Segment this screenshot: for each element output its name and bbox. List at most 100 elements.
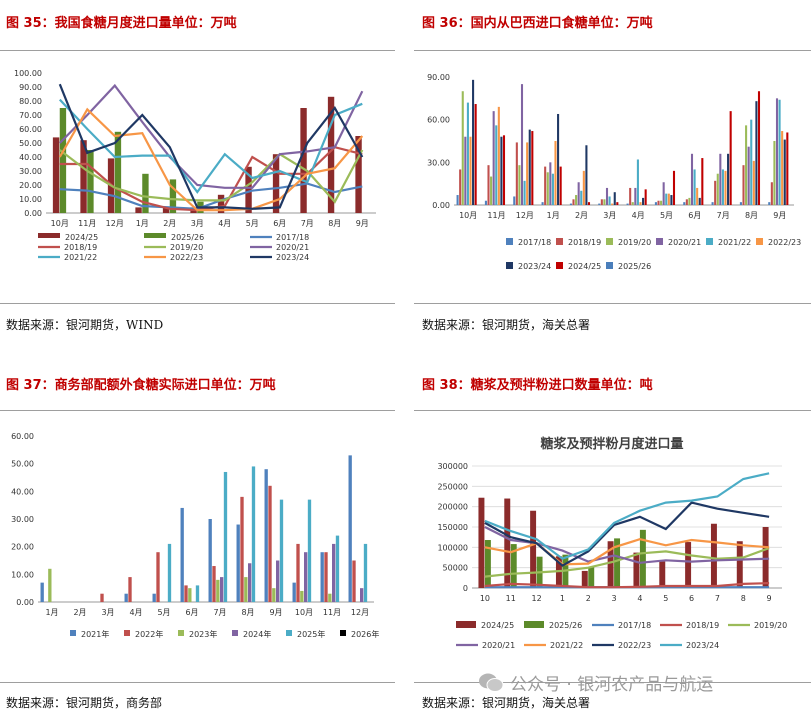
c36-bar-2018/19 — [600, 199, 603, 205]
c37-xtick-label: 2月 — [73, 608, 86, 617]
c37-xtick-label: 8月 — [241, 608, 254, 617]
c36-bar-2023/24 — [642, 197, 645, 205]
c36-bar-2022/23 — [582, 170, 585, 205]
c38-legend-label: 2021/22 — [550, 641, 583, 650]
c36-bar-2018/19 — [487, 165, 490, 205]
c36-bar-2021/22 — [580, 190, 583, 205]
c36-bar-2022/23 — [696, 187, 699, 205]
c35-bar-2024/25 — [217, 194, 225, 213]
c35-bar-2024/25 — [80, 140, 87, 213]
c36-bar-2024/25 — [672, 170, 676, 205]
chart-38-source-divider — [414, 682, 811, 683]
c38-bar-2025/26 — [484, 540, 491, 588]
chart-35-source: 数据来源：银河期货，WIND — [6, 318, 164, 332]
c36-bar-2023/24 — [528, 129, 531, 205]
c35-xtick-label: 7月 — [301, 219, 314, 228]
c38-bar-2025/26 — [614, 538, 621, 588]
c36-bar-2020/21 — [690, 153, 694, 205]
c36-xtick-label: 9月 — [773, 211, 786, 220]
c38-xtick-label: 6 — [689, 594, 694, 603]
c36-bar-2018/19 — [685, 199, 688, 205]
c37-bar-2022年 — [352, 560, 356, 602]
c35-bar-2024/25 — [135, 207, 142, 213]
c36-bar-2024/25 — [644, 189, 647, 205]
c37-xtick-label: 12月 — [351, 608, 369, 617]
c37-legend-swatch — [70, 630, 76, 636]
c37-bar-2023年 — [328, 593, 332, 602]
c36-legend-swatch — [606, 262, 613, 269]
c36-bar-2022/23 — [781, 131, 784, 205]
c37-bar-2023年 — [216, 579, 220, 602]
c38-xtick-label: 9 — [767, 594, 772, 603]
c36-legend-swatch — [656, 238, 663, 245]
c38-xtick-label: 8 — [741, 594, 746, 603]
c36-bar-2022/23 — [526, 142, 529, 205]
c36-bar-2022/23 — [639, 202, 642, 205]
c36-bar-2017/18 — [541, 202, 544, 205]
c37-ytick-label: 0.00 — [16, 598, 34, 607]
chart-36-title: 图 36：国内从巴西进口食糖单位：万吨 — [422, 16, 653, 31]
c36-bar-2023/24 — [613, 192, 616, 205]
c36-bar-2019/20 — [773, 141, 776, 205]
c35-bar-2024/25 — [245, 166, 252, 213]
c38-legend-label: 2024/25 — [481, 621, 514, 630]
c36-bar-2019/20 — [575, 195, 578, 205]
c37-bar-2023年 — [244, 577, 248, 602]
c37-legend-label: 2022年 — [135, 629, 163, 639]
c38-xtick-label: 10 — [480, 594, 490, 603]
c36-legend-swatch — [506, 238, 513, 245]
c36-bar-2022/23 — [497, 106, 500, 205]
c36-bar-2023/24 — [585, 145, 588, 205]
c35-legend-label: 2023/24 — [276, 253, 309, 262]
c36-bar-2023/24 — [755, 101, 758, 205]
c36-bar-2018/19 — [742, 165, 745, 205]
c35-bar-2024/25 — [162, 207, 170, 213]
c36-bar-2020/21 — [634, 187, 637, 205]
c36-bar-2023/24 — [500, 136, 503, 205]
c36-bar-2019/20 — [518, 165, 521, 205]
c36-legend-label: 2021/22 — [718, 238, 751, 247]
c36-bar-2021/22 — [778, 99, 781, 205]
c37-xtick-label: 11月 — [323, 608, 341, 617]
c36-xtick-label: 4月 — [632, 211, 645, 220]
c37-bar-2021年 — [124, 593, 128, 602]
c37-bar-2021年 — [152, 593, 156, 602]
c38-ytick-label: 200000 — [437, 503, 468, 512]
c37-bar-2022年 — [296, 543, 300, 602]
c36-bar-2017/18 — [711, 202, 714, 205]
c38-bar-2024/25 — [478, 497, 485, 588]
c35-legend-label: 2020/21 — [276, 243, 309, 252]
c38-bar-2024/25 — [762, 527, 769, 588]
c38-bar-2025/26 — [510, 544, 517, 588]
c37-legend-swatch — [232, 630, 238, 636]
c37-ytick-label: 30.00 — [11, 515, 34, 524]
c37-legend-label: 2023年 — [189, 629, 217, 639]
c38-ytick-label: 50000 — [443, 564, 468, 573]
c36-bar-2020/21 — [492, 111, 495, 205]
c37-bar-2025年 — [223, 471, 228, 602]
chart-38: 糖浆及预拌粉月度进口量 0 50000 100000 150000 200000 25000… — [437, 436, 787, 650]
c36-bar-2017/18 — [456, 195, 459, 205]
c36-bar-2018/19 — [544, 166, 547, 205]
c38-xtick-label: 7 — [715, 594, 720, 603]
c37-bar-2021年 — [208, 519, 212, 602]
c38-bar-2025/26 — [639, 529, 646, 588]
c37-bar-2023年 — [188, 588, 192, 602]
c37-bar-2024年 — [276, 560, 280, 602]
c35-line-2022/23 — [58, 107, 364, 212]
c38-xtick-label: 11 — [506, 594, 516, 603]
c37-legend-swatch — [178, 630, 184, 636]
c35-xtick-label: 2月 — [163, 219, 176, 228]
c36-bar-2018/19 — [714, 180, 717, 205]
c36-bar-2020/21 — [464, 136, 467, 205]
c35-legend-label: 2018/19 — [64, 243, 97, 252]
c36-bar-2017/18 — [569, 203, 572, 205]
c36-bar-2023/24 — [670, 195, 673, 205]
c36-bar-2020/21 — [775, 98, 779, 205]
c37-bar-2021年 — [348, 455, 352, 602]
c37-ytick-label: 50.00 — [11, 460, 34, 469]
c37-bar-2025年 — [195, 585, 200, 602]
c37-bar-2025年 — [251, 466, 256, 602]
c37-bar-2023年 — [272, 588, 276, 602]
c37-bar-2024年 — [304, 552, 308, 602]
